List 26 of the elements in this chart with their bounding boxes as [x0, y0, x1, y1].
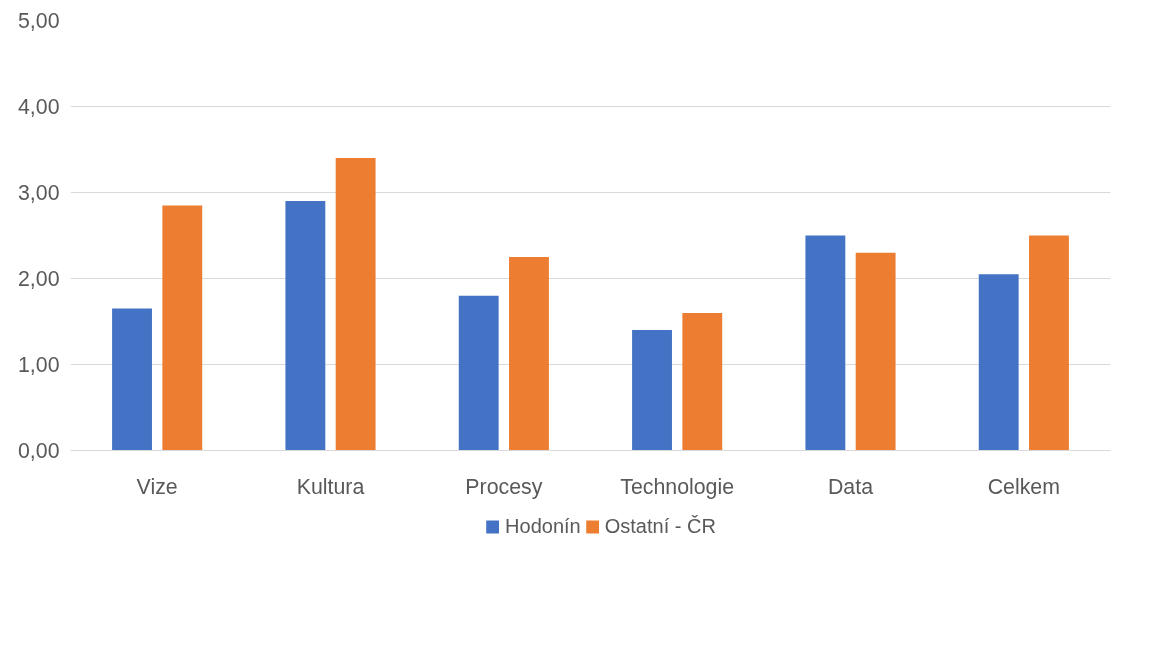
x-tick-label: Vize: [136, 474, 178, 499]
bar: [112, 308, 152, 451]
x-tick-label: Procesy: [465, 474, 543, 499]
bar: [855, 252, 896, 451]
x-tick-label: Celkem: [987, 474, 1060, 499]
bar: [682, 312, 723, 451]
x-tick-label: Kultura: [296, 474, 365, 499]
bar: [162, 205, 203, 451]
bar: [1029, 235, 1069, 451]
y-tick-label: 5,00: [17, 9, 60, 33]
bar: [335, 158, 376, 451]
bar: [509, 257, 549, 451]
bar: [978, 274, 1019, 451]
y-tick-label: 1,00: [17, 353, 60, 377]
y-tick-label: 4,00: [17, 95, 60, 119]
y-tick-label: 2,00: [17, 267, 60, 291]
legend-label: Ostatní - ČR: [604, 514, 716, 538]
bar: [632, 330, 672, 451]
y-tick-label: 0,00: [17, 439, 60, 463]
y-tick-label: 3,00: [17, 181, 60, 205]
x-tick-label: Data: [827, 474, 874, 499]
x-tick-label: Technologie: [620, 474, 735, 499]
bar: [285, 201, 326, 451]
legend-label: Hodonín: [505, 514, 581, 538]
bar: [805, 235, 846, 451]
bar: [458, 295, 499, 451]
